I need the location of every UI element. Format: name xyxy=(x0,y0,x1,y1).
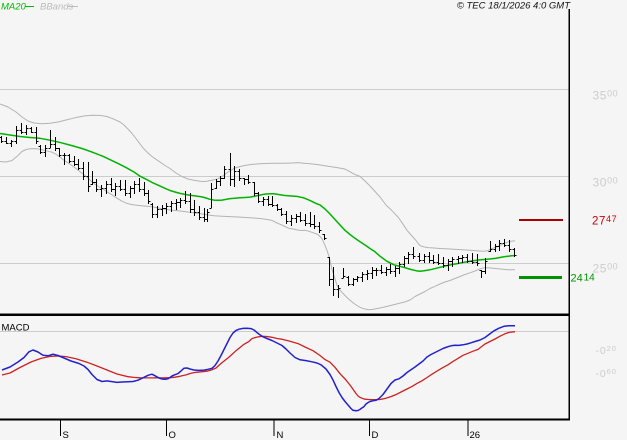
svg-text:24 14: 24 14 xyxy=(571,273,596,285)
svg-text:S: S xyxy=(63,430,69,440)
svg-text:© TEC 18/1/2026 4:0 GMT: © TEC 18/1/2026 4:0 GMT xyxy=(457,1,571,12)
svg-text:O: O xyxy=(169,430,176,440)
svg-text:N: N xyxy=(277,430,284,440)
svg-text:MA20: MA20 xyxy=(1,2,27,13)
svg-text:D: D xyxy=(372,430,379,440)
svg-text:MACD: MACD xyxy=(2,323,30,334)
svg-text:BBands: BBands xyxy=(40,2,74,13)
svg-text:26: 26 xyxy=(470,430,481,440)
